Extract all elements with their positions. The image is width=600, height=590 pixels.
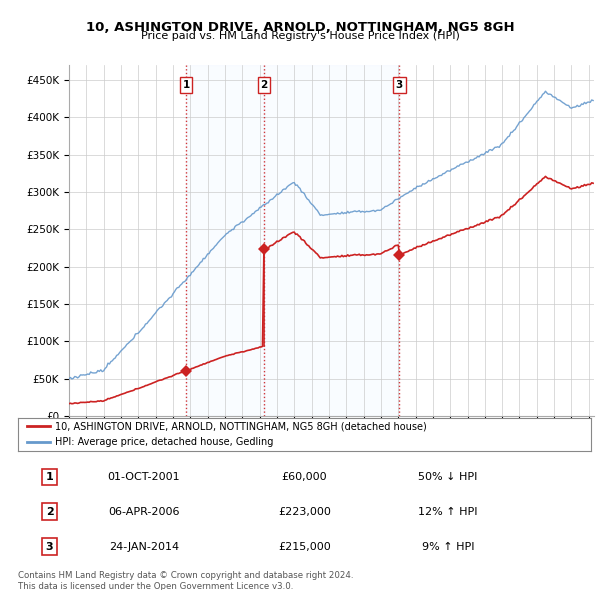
Text: £60,000: £60,000 bbox=[281, 472, 328, 482]
Text: 01-OCT-2001: 01-OCT-2001 bbox=[108, 472, 181, 482]
Text: 2: 2 bbox=[260, 80, 268, 90]
Text: 10, ASHINGTON DRIVE, ARNOLD, NOTTINGHAM, NG5 8GH: 10, ASHINGTON DRIVE, ARNOLD, NOTTINGHAM,… bbox=[86, 21, 514, 34]
Text: 50% ↓ HPI: 50% ↓ HPI bbox=[418, 472, 478, 482]
Text: 2: 2 bbox=[46, 507, 53, 517]
Text: 12% ↑ HPI: 12% ↑ HPI bbox=[418, 507, 478, 517]
Text: Price paid vs. HM Land Registry's House Price Index (HPI): Price paid vs. HM Land Registry's House … bbox=[140, 31, 460, 41]
Bar bbox=[186, 65, 264, 416]
Text: 1: 1 bbox=[182, 80, 190, 90]
Text: Contains HM Land Registry data © Crown copyright and database right 2024.
This d: Contains HM Land Registry data © Crown c… bbox=[18, 571, 353, 590]
Text: 10, ASHINGTON DRIVE, ARNOLD, NOTTINGHAM, NG5 8GH (detached house): 10, ASHINGTON DRIVE, ARNOLD, NOTTINGHAM,… bbox=[55, 421, 427, 431]
Text: 3: 3 bbox=[396, 80, 403, 90]
Text: £223,000: £223,000 bbox=[278, 507, 331, 517]
Text: HPI: Average price, detached house, Gedling: HPI: Average price, detached house, Gedl… bbox=[55, 437, 274, 447]
Text: 24-JAN-2014: 24-JAN-2014 bbox=[109, 542, 179, 552]
Text: 06-APR-2006: 06-APR-2006 bbox=[109, 507, 180, 517]
Text: £215,000: £215,000 bbox=[278, 542, 331, 552]
Bar bbox=[264, 65, 400, 416]
Text: 9% ↑ HPI: 9% ↑ HPI bbox=[421, 542, 474, 552]
Text: 3: 3 bbox=[46, 542, 53, 552]
Text: 1: 1 bbox=[46, 472, 53, 482]
